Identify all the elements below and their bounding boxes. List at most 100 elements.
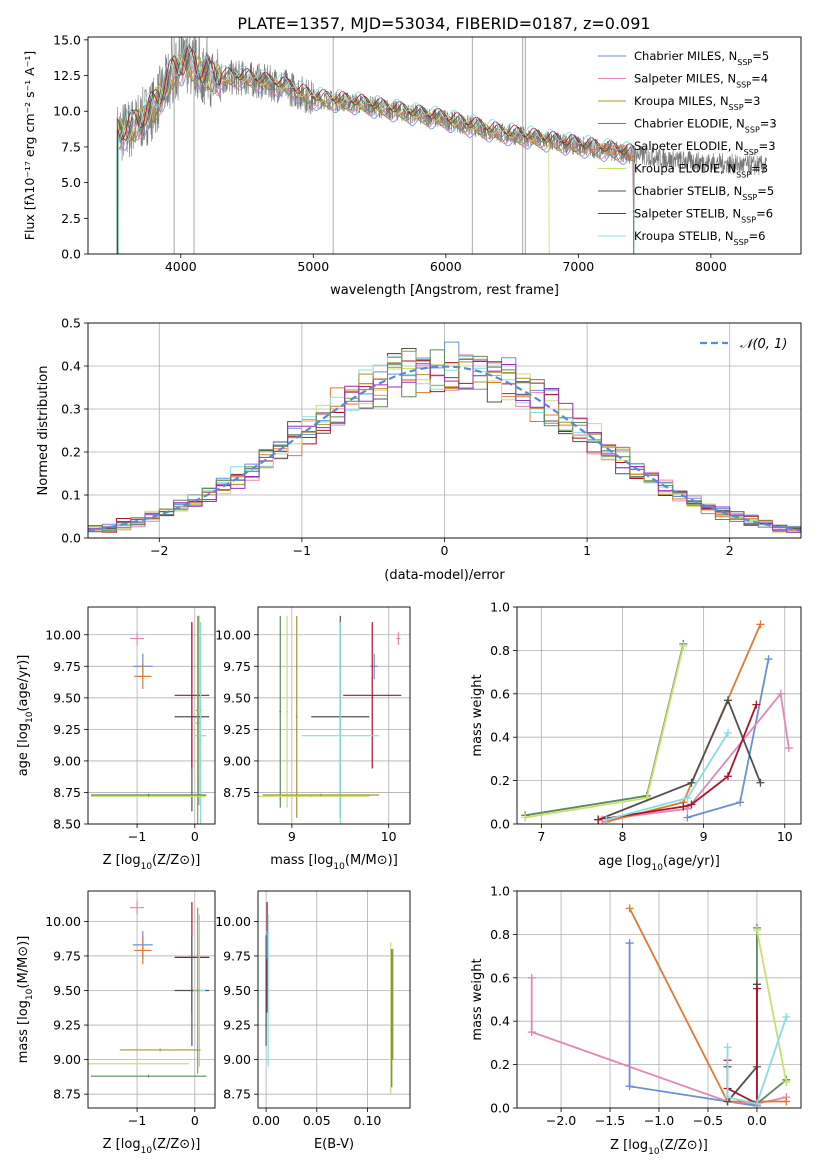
weight-marker (602, 815, 611, 824)
x-tick-label: 6000 (430, 259, 462, 274)
y-tick-label: 9.25 (223, 722, 251, 737)
error-bar-point (301, 622, 380, 824)
weight-marker (723, 696, 732, 705)
weight-marker (521, 813, 530, 822)
error-bar-point (88, 1062, 190, 1066)
weight-marker (776, 689, 785, 698)
panel-4: 7 8 9 10 0.0 0.2 0.4 0.6 0.8 1.0 age [log10(age/yr… (470, 600, 802, 873)
y-tick-label: 0.0 (490, 1101, 510, 1116)
legend-label: Salpeter STELIB, NSSP=6 (634, 207, 773, 225)
weight-series (756, 929, 788, 1083)
axes-frame (87, 322, 802, 539)
legend-label: Kroupa STELIB, NSSP=6 (634, 229, 765, 247)
normal-reference-curve (88, 365, 801, 532)
error-bar-point (295, 615, 298, 818)
x-tick-label: −2 (150, 543, 168, 558)
y-tick-label: 9.50 (223, 983, 251, 998)
x-axis-label: E(B-V) (314, 1137, 354, 1152)
axes-frame (257, 890, 411, 1109)
x-tick-label: −1 (128, 1113, 146, 1128)
weight-marker (594, 815, 603, 824)
frame: 9 10 8.75 9.00 9.25 9.50 9.75 10.00 mass [log10(… (215, 606, 411, 872)
y-tick-label: 12.5 (53, 68, 81, 83)
weight-marker (723, 772, 732, 781)
y-tick-label: 0.4 (490, 1014, 510, 1029)
frame: −2 −1 0 1 2 0.0 0.1 0.2 0.3 0.4 0.5 (data-model)/er… (36, 316, 802, 583)
x-axis-label: age [log10(age/yr)] (598, 854, 720, 873)
weight-marker (679, 642, 688, 651)
y-tick-label: 9.25 (53, 1018, 81, 1033)
legend-label: Kroupa MILES, NSSP=3 (634, 94, 760, 112)
y-tick-label: 0.0 (490, 817, 510, 832)
weight-marker (723, 1043, 732, 1052)
x-tick-label: 8 (619, 829, 627, 844)
panel-6: 0.00 0.05 0.10 8.75 9.00 9.25 9.50 9.75 10.00 E(B… (215, 890, 411, 1152)
y-tick-label: 8.75 (223, 785, 251, 800)
error-bar-point (134, 936, 152, 965)
weight-marker (687, 778, 696, 787)
frame: −1 0 8.50 8.75 9.00 9.25 9.50 9.75 10.00 Z [log10… (16, 606, 216, 872)
axes-frame (87, 890, 216, 1109)
y-tick-label: 8.75 (53, 785, 81, 800)
error-bar-point (134, 663, 152, 690)
frame: 4000 5000 6000 7000 8000 0.0 2.5 5.0 7.5 10.0 12.5… (22, 32, 802, 298)
x-tick-label: 10 (381, 829, 397, 844)
y-tick-label: 0.3 (61, 402, 81, 417)
plot-area (521, 620, 793, 824)
y-tick-label: 8.50 (53, 817, 81, 832)
y-tick-label: 8.75 (223, 1087, 251, 1102)
plot-area (258, 615, 402, 824)
y-tick-label: 9.00 (223, 753, 251, 768)
model-spectrum (116, 49, 635, 254)
frame: −2.0 −1.5 −1.0 −0.5 0.0 0.0 0.2 0.4 0.6 0.8 1.0 Z [… (470, 884, 802, 1157)
legend: Chabrier MILES, NSSP=5 Salpeter MILES, NS… (598, 49, 777, 247)
model-spectrum (117, 45, 635, 254)
y-tick-label: 1.0 (490, 600, 510, 615)
y-axis-label: Normed distribution (36, 366, 51, 496)
weight-marker (782, 1012, 791, 1021)
y-tick-label: 9.75 (223, 659, 251, 674)
legend-label: Salpeter ELODIE, NSSP=3 (634, 139, 776, 157)
weight-marker (764, 655, 773, 664)
x-axis-label: Z [log10(Z/Z⊙)] (610, 1138, 708, 1157)
x-tick-label: 4000 (165, 259, 197, 274)
error-bar-point (130, 900, 144, 915)
y-axis-label: mass [log10(M/M⊙)] (16, 936, 35, 1064)
y-tick-label: 5.0 (61, 175, 81, 190)
y-axis-label: mass weight (470, 958, 485, 1040)
grid (258, 607, 410, 824)
frame: 0.00 0.05 0.10 8.75 9.00 9.25 9.50 9.75 10.00 E(B… (215, 890, 411, 1152)
residual-histogram (88, 360, 801, 533)
plot-area (527, 904, 791, 1108)
y-tick-label: 0.2 (490, 773, 510, 788)
y-tick-label: 10.00 (215, 627, 251, 642)
x-tick-label: 1 (583, 543, 591, 558)
weight-marker (625, 939, 634, 948)
y-tick-label: 9.75 (223, 948, 251, 963)
legend-label: Chabrier MILES, NSSP=5 (634, 49, 769, 67)
plot-area (88, 341, 801, 534)
y-tick-label: 9.75 (53, 948, 81, 963)
y-tick-label: 9.00 (53, 1052, 81, 1067)
x-tick-label: −1 (293, 543, 311, 558)
plot-area (88, 900, 210, 1078)
axes-frame (516, 890, 802, 1109)
x-tick-label: 10 (777, 829, 793, 844)
weight-marker (527, 1028, 536, 1037)
x-tick-label: 8000 (695, 259, 727, 274)
plot-area (116, 37, 767, 254)
frame: −1 0 8.75 9.00 9.25 9.50 9.75 10.00 Z [log10(Z/Z… (16, 890, 216, 1156)
weight-marker (782, 1077, 791, 1086)
weight-marker (752, 700, 761, 709)
error-bar-point (370, 653, 379, 679)
error-bar-point (343, 622, 402, 769)
y-tick-label: 1.0 (490, 884, 510, 899)
panel-0: 4000 5000 6000 7000 8000 0.0 2.5 5.0 7.5 10.0 12.5… (22, 32, 802, 298)
weight-marker (679, 802, 688, 811)
weight-series (628, 943, 758, 1107)
x-tick-label: 0 (191, 829, 199, 844)
y-tick-label: 0.4 (490, 730, 510, 745)
axes-frame (257, 606, 411, 825)
x-tick-label: −2.0 (546, 1113, 576, 1128)
